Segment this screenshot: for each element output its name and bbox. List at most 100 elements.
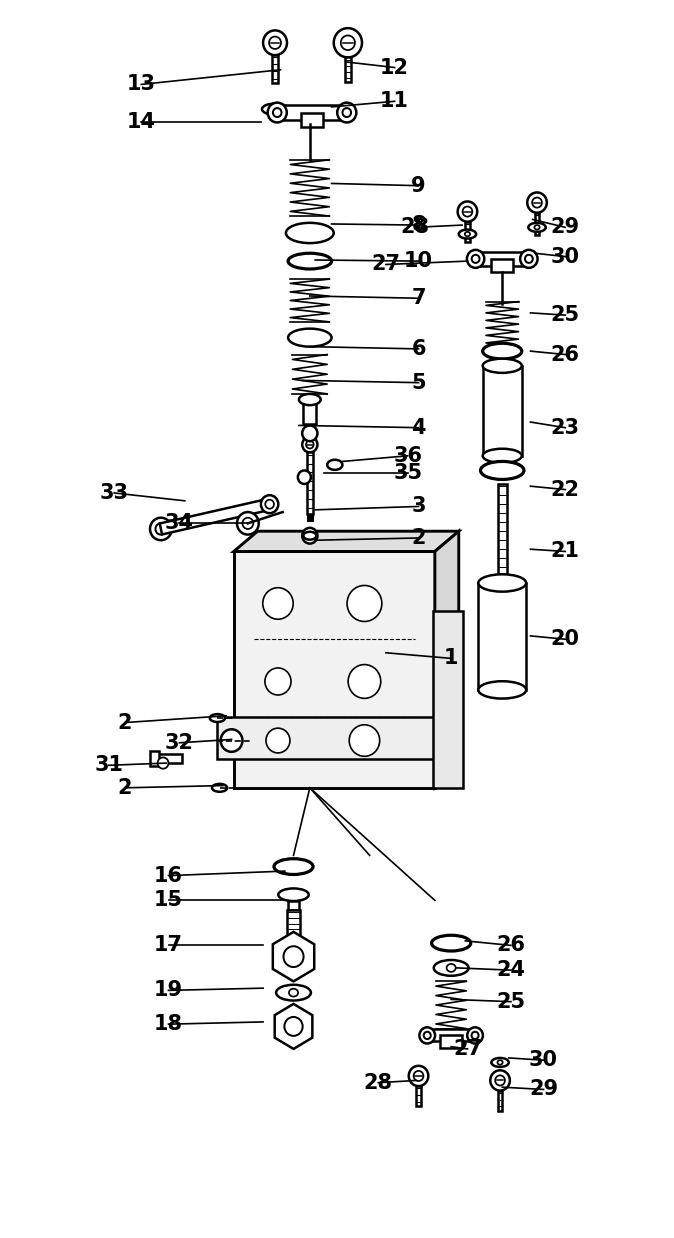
Text: 30: 30 [529, 1050, 558, 1070]
Text: 18: 18 [154, 1014, 183, 1034]
Ellipse shape [483, 448, 522, 463]
Circle shape [472, 1031, 479, 1039]
Bar [303, 400, 316, 425]
Text: 35: 35 [393, 463, 422, 483]
Circle shape [261, 495, 278, 514]
Text: 2: 2 [118, 713, 132, 733]
Circle shape [284, 946, 303, 967]
Bar [535, 213, 539, 235]
Ellipse shape [276, 984, 311, 1000]
Text: 2: 2 [411, 527, 426, 548]
Bar [277, 105, 347, 120]
Circle shape [458, 202, 477, 222]
Text: 11: 11 [380, 92, 409, 111]
Bar [433, 610, 463, 787]
Circle shape [527, 192, 547, 213]
Circle shape [342, 108, 351, 118]
Ellipse shape [272, 106, 278, 111]
Text: 25: 25 [551, 305, 580, 326]
Circle shape [284, 1016, 303, 1036]
Circle shape [419, 1028, 435, 1044]
Text: 27: 27 [453, 1039, 482, 1058]
Ellipse shape [327, 459, 342, 470]
Ellipse shape [459, 229, 476, 239]
Bar [150, 750, 158, 766]
Circle shape [347, 586, 382, 621]
Circle shape [467, 1028, 483, 1044]
Text: 22: 22 [551, 479, 580, 500]
Text: 34: 34 [165, 514, 194, 534]
Text: 9: 9 [411, 176, 426, 196]
Ellipse shape [288, 254, 332, 269]
Ellipse shape [491, 1058, 509, 1067]
Polygon shape [435, 531, 459, 787]
Bar [479, 583, 526, 690]
Text: 17: 17 [154, 936, 183, 956]
Ellipse shape [481, 462, 524, 479]
Text: 4: 4 [411, 417, 426, 438]
Bar [307, 452, 313, 514]
Bar [483, 365, 522, 456]
Ellipse shape [534, 225, 540, 229]
Polygon shape [275, 1004, 312, 1049]
Text: 19: 19 [154, 980, 183, 1000]
Text: 14: 14 [127, 111, 156, 131]
Text: 7: 7 [411, 288, 426, 308]
Circle shape [334, 28, 362, 57]
Bar [234, 551, 435, 787]
Bar [476, 253, 529, 266]
Text: 3: 3 [411, 496, 426, 516]
Circle shape [263, 31, 287, 56]
Ellipse shape [479, 574, 526, 592]
Text: 12: 12 [380, 57, 409, 78]
Circle shape [150, 517, 172, 540]
Text: 2: 2 [118, 777, 132, 797]
Polygon shape [160, 499, 271, 535]
Text: 6: 6 [411, 339, 426, 359]
Circle shape [490, 1071, 510, 1091]
Circle shape [266, 728, 290, 753]
Ellipse shape [528, 223, 546, 232]
Circle shape [156, 524, 166, 535]
Bar [440, 1035, 462, 1047]
Ellipse shape [212, 784, 227, 792]
Text: 31: 31 [94, 755, 123, 775]
Text: 23: 23 [551, 417, 580, 438]
Ellipse shape [278, 889, 309, 901]
Ellipse shape [210, 714, 225, 722]
Text: 28: 28 [364, 1072, 393, 1093]
Text: 20: 20 [551, 629, 580, 649]
Ellipse shape [289, 989, 298, 997]
Circle shape [462, 207, 472, 217]
Ellipse shape [299, 394, 321, 405]
Text: 10: 10 [404, 251, 433, 271]
Text: 32: 32 [165, 733, 194, 753]
Circle shape [495, 1076, 505, 1086]
Circle shape [349, 724, 379, 756]
Text: 5: 5 [411, 373, 426, 392]
Circle shape [302, 437, 317, 452]
Circle shape [263, 588, 293, 619]
Text: 29: 29 [529, 1080, 558, 1099]
Circle shape [266, 500, 274, 509]
Text: 36: 36 [393, 446, 422, 465]
Ellipse shape [274, 859, 313, 874]
Bar [427, 1029, 475, 1041]
Circle shape [306, 441, 313, 448]
Circle shape [472, 255, 479, 262]
Polygon shape [273, 932, 314, 982]
Circle shape [298, 470, 311, 484]
Bar [498, 1091, 502, 1110]
Circle shape [273, 108, 282, 118]
Ellipse shape [286, 223, 334, 243]
Text: 13: 13 [127, 74, 156, 94]
Circle shape [220, 729, 243, 751]
Circle shape [302, 426, 317, 441]
Ellipse shape [303, 532, 316, 540]
Text: 25: 25 [496, 992, 526, 1011]
Bar [288, 901, 299, 910]
Ellipse shape [497, 1060, 503, 1065]
Text: 8: 8 [411, 215, 426, 235]
Text: 30: 30 [551, 246, 580, 266]
Circle shape [520, 250, 538, 267]
